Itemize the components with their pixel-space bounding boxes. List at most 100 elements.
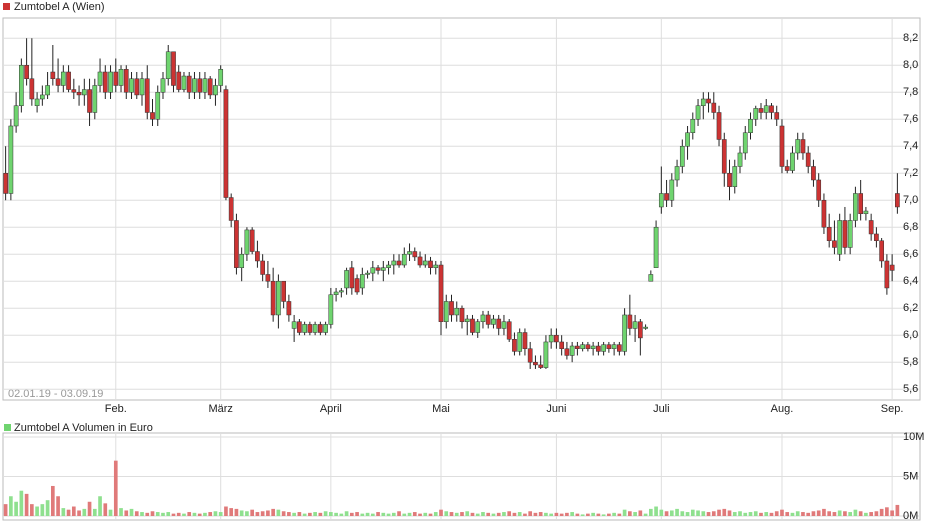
candle-body	[758, 108, 764, 113]
volume-bar	[858, 511, 863, 516]
volume-bar	[822, 508, 826, 516]
volume-bar	[302, 513, 307, 516]
candle-body	[485, 314, 491, 325]
volume-bar	[848, 512, 853, 516]
volume-bar	[281, 511, 286, 516]
x-tick-label: Juli	[653, 403, 670, 415]
volume-bar	[617, 513, 622, 516]
volume-bar	[601, 514, 606, 516]
volume-bar	[612, 512, 616, 516]
volume-bar	[40, 504, 45, 516]
volume-bar	[586, 513, 590, 516]
volume-bar	[517, 512, 522, 516]
volume-bar	[313, 512, 317, 516]
volume-bar	[696, 510, 700, 516]
y-tick-label: 5,6	[903, 383, 918, 395]
volume-bar	[827, 511, 832, 516]
candle-body	[559, 341, 565, 349]
volume-bar	[722, 508, 727, 516]
candle-body	[407, 251, 412, 255]
volume-bar	[187, 512, 192, 516]
y-tick-label: 8,2	[903, 32, 918, 44]
candle-body	[260, 260, 266, 275]
volume-bar	[864, 512, 868, 516]
candle-body	[753, 108, 759, 120]
candle-body	[459, 307, 465, 322]
volume-bar	[329, 512, 333, 516]
volume-bar	[591, 512, 595, 516]
candle-body	[585, 344, 591, 349]
volume-bar	[596, 513, 601, 516]
volume-bar	[454, 512, 459, 516]
x-tick-label: März	[208, 403, 232, 415]
volume-bar	[224, 506, 228, 516]
candle-body	[606, 344, 612, 349]
candle-body	[763, 105, 769, 113]
volume-bar	[255, 512, 260, 516]
volume-bar	[685, 512, 690, 516]
volume-bar	[61, 508, 66, 516]
volume-bar	[239, 510, 244, 516]
volume-bar	[234, 508, 239, 516]
date-range: 02.01.19 - 03.09.19	[8, 388, 103, 400]
candle-body	[695, 105, 701, 120]
volume-bar	[811, 511, 816, 516]
candle-body	[727, 172, 732, 187]
candle-body	[291, 321, 297, 329]
x-tick-label: April	[320, 403, 342, 415]
volume-bar	[250, 509, 255, 516]
volume-bar	[391, 512, 396, 516]
x-tick-label: Juni	[546, 403, 566, 415]
y-tick-label: 7,8	[903, 86, 918, 98]
candle-body	[721, 139, 727, 174]
candle-body	[160, 78, 166, 93]
volume-bar	[103, 503, 108, 516]
volume-bar	[444, 511, 449, 516]
volume-bar	[512, 512, 517, 516]
volume-bar	[386, 513, 391, 516]
candle-body	[318, 324, 323, 333]
candle-body	[464, 318, 470, 322]
candle-body	[92, 85, 98, 113]
volume-bar	[816, 510, 821, 516]
volume-bar	[465, 511, 470, 516]
candle-body	[548, 334, 554, 343]
volume-bar	[213, 511, 218, 516]
volume-bar	[491, 513, 496, 516]
candle-body	[171, 51, 176, 86]
volume-bar	[885, 507, 889, 516]
volume-bar	[124, 510, 129, 516]
volume-bar	[633, 512, 637, 516]
candle-body	[512, 339, 517, 352]
volume-bar	[108, 509, 113, 516]
y-tick-label: 7,4	[903, 140, 918, 152]
candle-body	[417, 256, 423, 266]
volume-bar	[360, 513, 365, 516]
volume-bar	[738, 511, 742, 516]
candle-body	[66, 71, 71, 90]
candle-body	[449, 301, 454, 316]
volume-bar	[19, 490, 24, 516]
candle-body	[328, 294, 334, 325]
candle-body	[186, 75, 192, 93]
volume-bar	[171, 513, 176, 516]
volume-bar	[470, 512, 475, 516]
volume-bar	[423, 512, 428, 516]
volume-bar	[287, 512, 291, 516]
x-tick-label: Sep.	[881, 403, 904, 415]
candle-body	[202, 78, 208, 93]
volume-bar	[30, 504, 34, 516]
volume-bar	[785, 512, 790, 516]
candle-body	[24, 64, 29, 79]
volume-bar	[528, 511, 533, 516]
candle-body	[527, 348, 533, 363]
candle-body	[55, 78, 61, 86]
volume-bar	[669, 510, 674, 516]
candle-body	[281, 280, 286, 302]
volume-bar	[680, 511, 685, 516]
candle-body	[769, 105, 774, 113]
plot-frame	[2, 17, 921, 401]
legend-swatch	[3, 3, 10, 10]
volume-bar	[622, 509, 627, 516]
candle-body	[197, 78, 203, 93]
